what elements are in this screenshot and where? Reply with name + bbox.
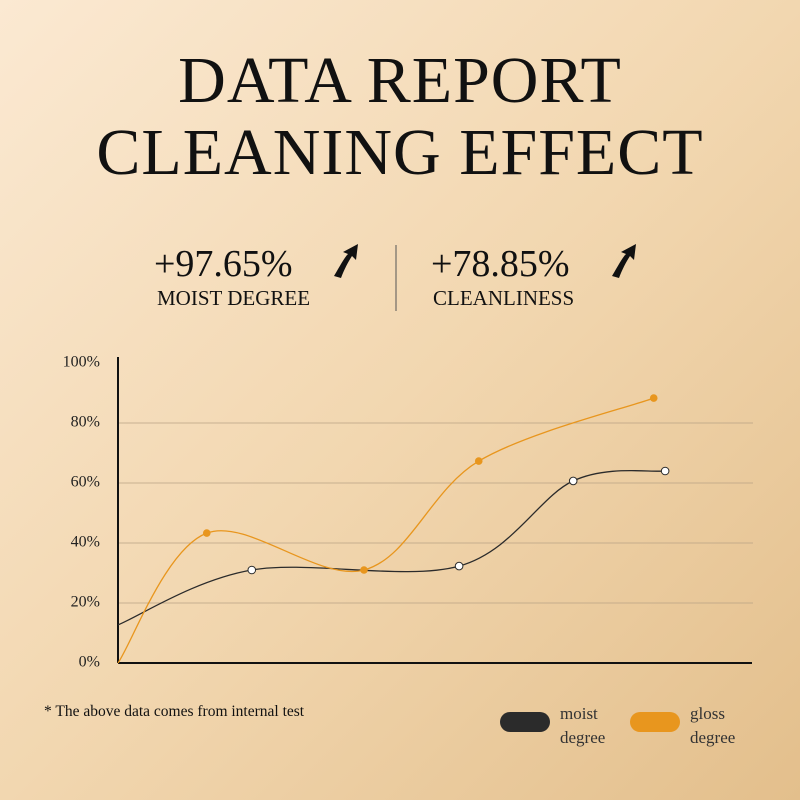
point: [202, 529, 211, 537]
line: [117, 469, 666, 626]
y-tick-label: 0%: [79, 654, 100, 671]
up-arrow: [612, 244, 636, 278]
legend-label: gloss degree: [690, 704, 736, 747]
y-tick-label: 60%: [71, 474, 100, 491]
y-tick-label: 20%: [71, 594, 100, 611]
point: [454, 561, 464, 571]
title-line: DATA REPORT: [178, 44, 622, 117]
up-arrow: [334, 244, 358, 278]
footnote: * The above data comes from internal tes…: [44, 703, 305, 720]
y-tick-label: 80%: [71, 414, 100, 431]
point: [360, 566, 368, 574]
point: [660, 466, 670, 476]
point: [649, 394, 658, 402]
point: [474, 457, 483, 465]
legend-label: moist degree: [560, 704, 606, 747]
stat-value: +78.85%: [431, 243, 570, 285]
decorations: [334, 244, 636, 311]
line: [117, 397, 654, 664]
title-line: CLEANING EFFECT: [96, 116, 704, 189]
legend-swatch: [630, 712, 680, 732]
chart: 0% 20% 40% 60% 80% 100%: [63, 354, 753, 671]
stat-label: MOIST DEGREE: [157, 286, 311, 310]
stat-value: +97.65%: [154, 243, 293, 285]
point: [568, 476, 578, 486]
legend-swatch: [500, 712, 550, 732]
stat-label: CLEANLINESS: [433, 286, 575, 310]
y-tick-label: 100%: [63, 354, 100, 371]
point: [247, 565, 257, 575]
y-tick-label: 40%: [71, 534, 100, 551]
